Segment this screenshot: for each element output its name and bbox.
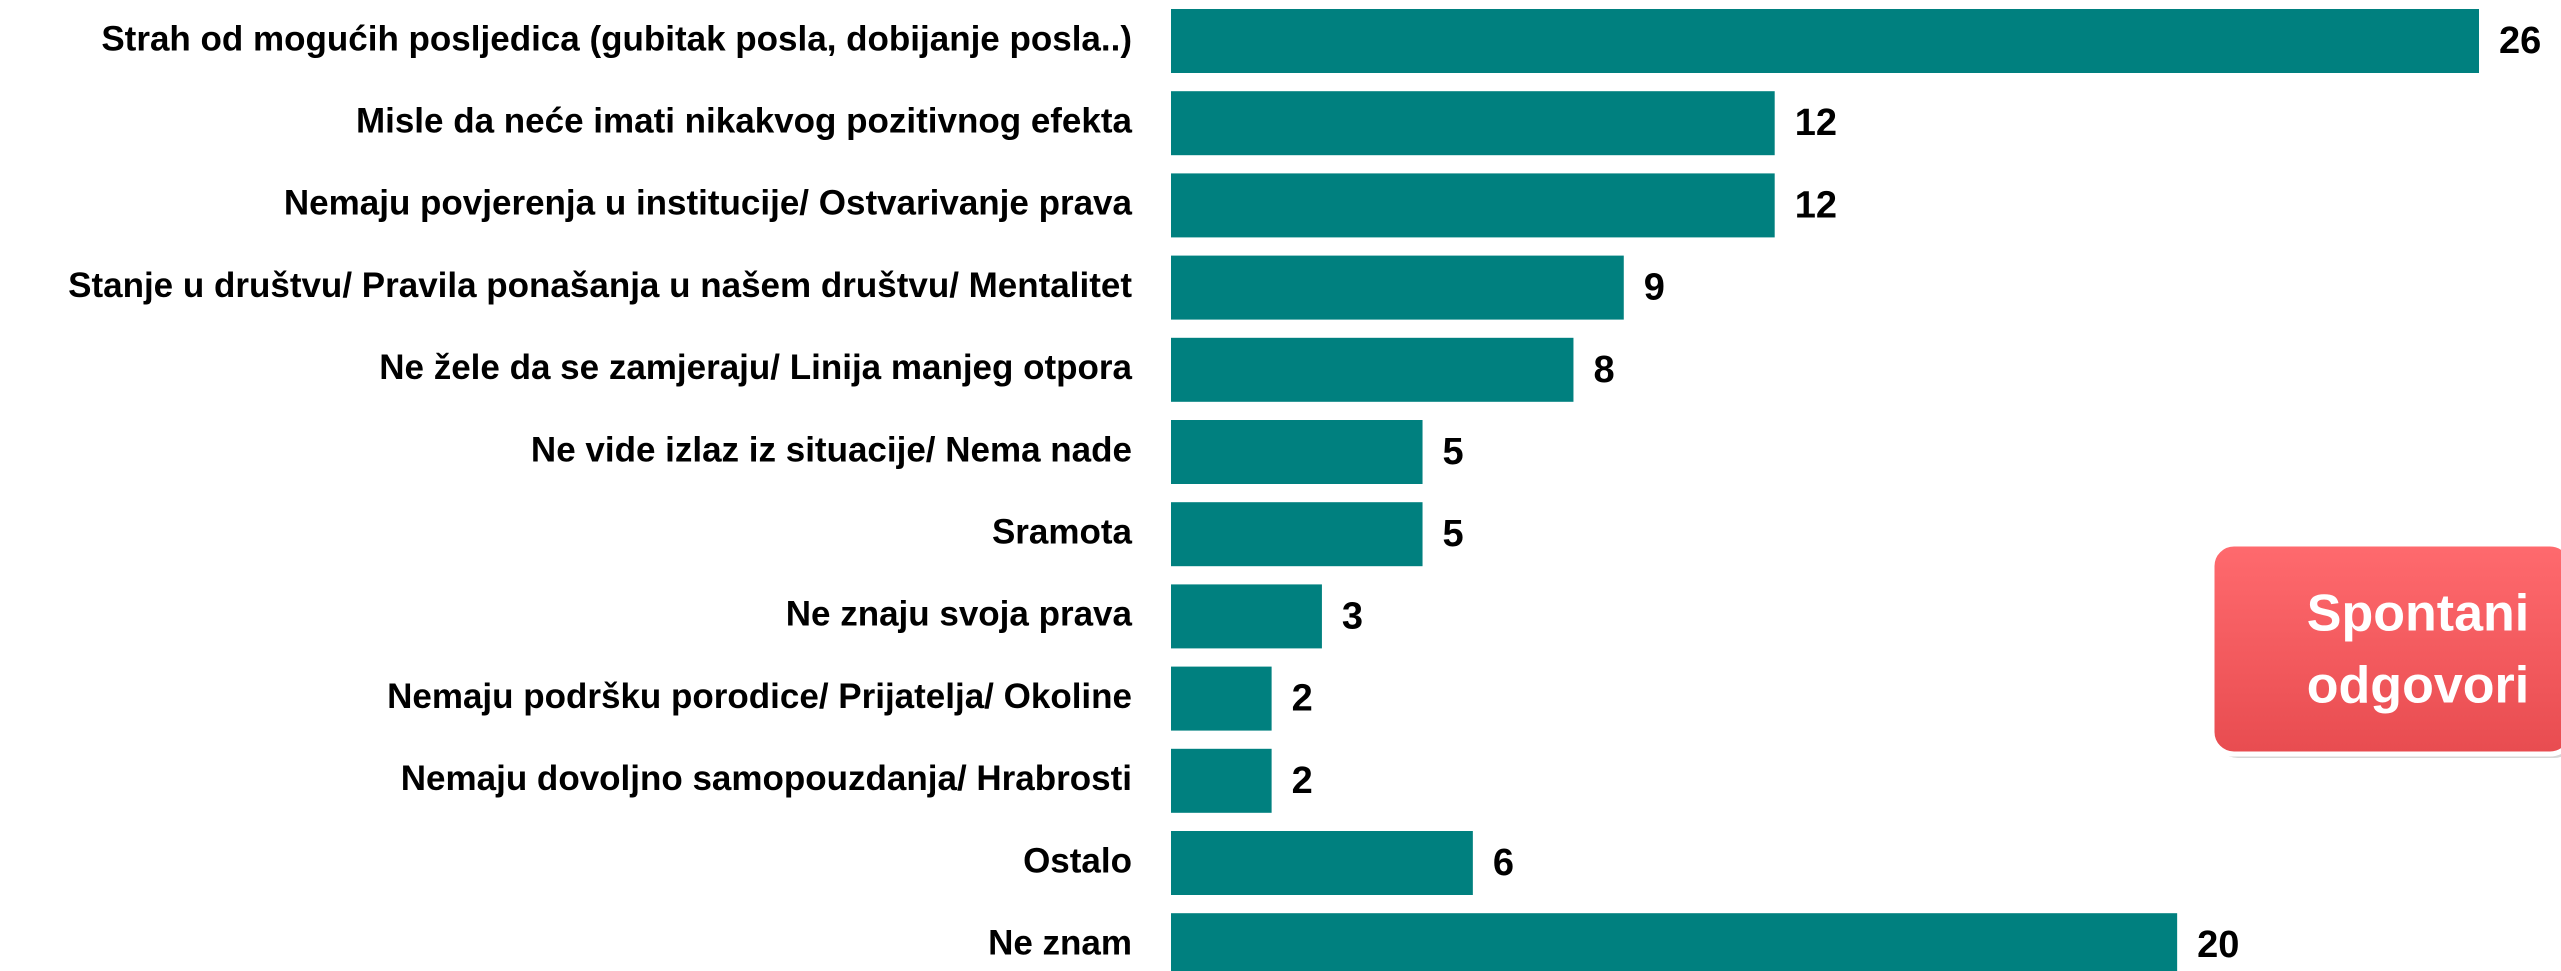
value-label: 8	[1593, 349, 1614, 391]
value-label: 6	[1493, 842, 1514, 884]
value-label: 26	[2499, 20, 2541, 62]
value-label: 5	[1443, 513, 1464, 555]
value-label: 9	[1644, 267, 1665, 309]
bar	[1171, 255, 1624, 320]
bar	[1171, 91, 1775, 156]
bar	[1171, 502, 1423, 567]
badge-text: odgovori	[2307, 657, 2529, 715]
category-label: Stanje u društvu/ Pravila ponašanja u na…	[68, 266, 1132, 305]
value-label: 2	[1292, 760, 1313, 802]
bar	[1171, 666, 1272, 731]
bar	[1171, 420, 1423, 484]
category-label: Nemaju povjerenja u institucije/ Ostvari…	[284, 184, 1133, 223]
category-label: Ne žele da se zamjeraju/ Linija manjeg o…	[379, 348, 1132, 387]
badge	[2209, 541, 2561, 757]
category-label: Ne znam	[988, 923, 1132, 962]
badge-text: Spontani	[2307, 585, 2529, 643]
value-label: 3	[1342, 595, 1363, 637]
category-label: Sramota	[992, 512, 1133, 551]
category-label: Nemaju dovoljno samopouzdanja/ Hrabrosti	[401, 759, 1132, 798]
value-label: 12	[1795, 102, 1837, 144]
value-label: 20	[2197, 924, 2239, 966]
bar	[1171, 337, 1574, 402]
value-label: 12	[1795, 184, 1837, 226]
category-label: Ne vide izlaz iz situacije/ Nema nade	[531, 430, 1132, 469]
bar	[1171, 831, 1473, 895]
bar	[1171, 584, 1322, 649]
category-label: Ne znaju svoja prava	[786, 595, 1133, 634]
bar	[1171, 748, 1272, 813]
category-label: Strah od mogućih posljedica (gubitak pos…	[101, 19, 1132, 58]
category-label: Ostalo	[1023, 841, 1132, 880]
bar	[1171, 173, 1775, 238]
value-label: 2	[1292, 678, 1313, 720]
category-label: Misle da neće imati nikakvog pozitivnog …	[356, 101, 1133, 140]
category-label: Nemaju podršku porodice/ Prijatelja/ Oko…	[387, 677, 1132, 716]
bar	[1171, 913, 2178, 971]
bar	[1171, 9, 2479, 73]
value-label: 5	[1443, 431, 1464, 473]
